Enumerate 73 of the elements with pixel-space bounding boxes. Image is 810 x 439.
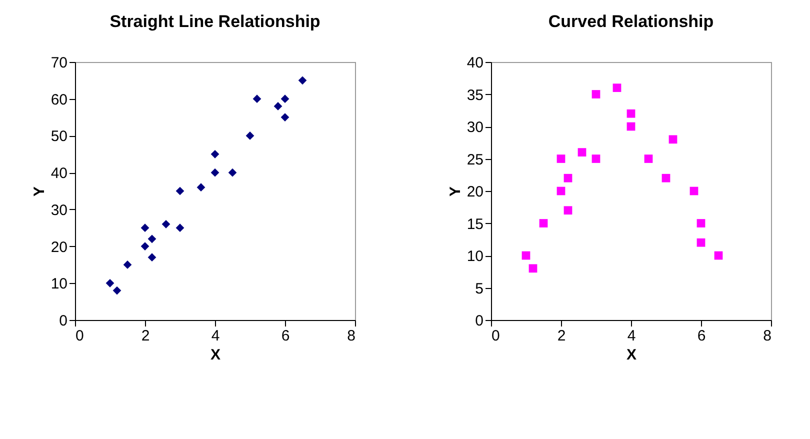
point bbox=[148, 234, 156, 244]
y-tick-label: 5 bbox=[475, 280, 484, 298]
point bbox=[112, 286, 122, 295]
point bbox=[714, 251, 723, 260]
point bbox=[280, 94, 290, 104]
point bbox=[140, 242, 150, 250]
x-tick-label: 8 bbox=[347, 328, 356, 344]
point bbox=[280, 113, 290, 122]
y-tick-label: 15 bbox=[466, 216, 484, 233]
point bbox=[298, 76, 307, 85]
point bbox=[528, 264, 538, 273]
point bbox=[148, 253, 156, 262]
point bbox=[210, 168, 220, 177]
point bbox=[162, 220, 170, 228]
x-tick-label: 2 bbox=[557, 328, 566, 344]
y-tick-label: 60 bbox=[50, 91, 68, 108]
point bbox=[592, 90, 600, 98]
y-tick-label: 10 bbox=[50, 276, 68, 293]
x-tick-label: 4 bbox=[627, 328, 636, 344]
point bbox=[626, 122, 636, 131]
point bbox=[556, 154, 566, 163]
point bbox=[612, 84, 622, 92]
y-tick-label: 30 bbox=[50, 202, 68, 219]
y-tick-label: 30 bbox=[466, 119, 484, 136]
y-tick-label: 50 bbox=[50, 128, 68, 146]
x-tick-label: 4 bbox=[211, 328, 220, 344]
point bbox=[140, 224, 150, 232]
point bbox=[210, 150, 220, 158]
y-tick-label: 20 bbox=[466, 184, 484, 200]
y-axis-title: Y bbox=[30, 186, 48, 197]
point bbox=[176, 224, 184, 232]
point bbox=[578, 148, 586, 156]
chart-title: Straight Line Relationship bbox=[110, 12, 320, 31]
point bbox=[626, 109, 636, 118]
point bbox=[196, 183, 206, 192]
point bbox=[539, 219, 548, 228]
chart-title: Curved Relationship bbox=[548, 12, 714, 31]
point bbox=[106, 278, 114, 288]
point bbox=[228, 168, 237, 177]
x-axis-title: X bbox=[626, 346, 637, 364]
x-tick-label: 2 bbox=[141, 328, 150, 344]
point bbox=[274, 102, 282, 110]
y-tick-label: 70 bbox=[50, 54, 68, 72]
point bbox=[668, 135, 678, 144]
point bbox=[696, 219, 706, 228]
x-tick-label: 8 bbox=[763, 328, 772, 344]
point bbox=[246, 132, 254, 140]
y-tick-label: 35 bbox=[466, 86, 484, 104]
point bbox=[592, 154, 600, 163]
point bbox=[696, 238, 706, 247]
point bbox=[176, 186, 184, 196]
point bbox=[644, 154, 653, 163]
x-tick-label: 6 bbox=[697, 328, 706, 344]
x-tick-label: 0 bbox=[76, 328, 84, 344]
y-tick-label: 20 bbox=[50, 238, 68, 256]
y-tick-label: 0 bbox=[59, 312, 68, 330]
y-tick-label: 25 bbox=[466, 151, 484, 168]
point bbox=[690, 186, 698, 196]
y-tick-label: 40 bbox=[50, 165, 68, 182]
point bbox=[123, 260, 132, 269]
point bbox=[556, 186, 566, 196]
point bbox=[522, 251, 530, 260]
point bbox=[564, 174, 572, 182]
x-axis-title: X bbox=[210, 346, 221, 364]
y-axis-title: Y bbox=[446, 186, 464, 197]
x-tick-label: 0 bbox=[492, 328, 500, 344]
y-tick-label: 40 bbox=[466, 54, 484, 72]
x-tick-label: 6 bbox=[281, 328, 290, 344]
y-tick-label: 10 bbox=[466, 248, 484, 265]
point bbox=[564, 206, 572, 215]
point bbox=[662, 174, 670, 182]
y-tick-label: 0 bbox=[475, 312, 484, 330]
point bbox=[252, 94, 262, 104]
